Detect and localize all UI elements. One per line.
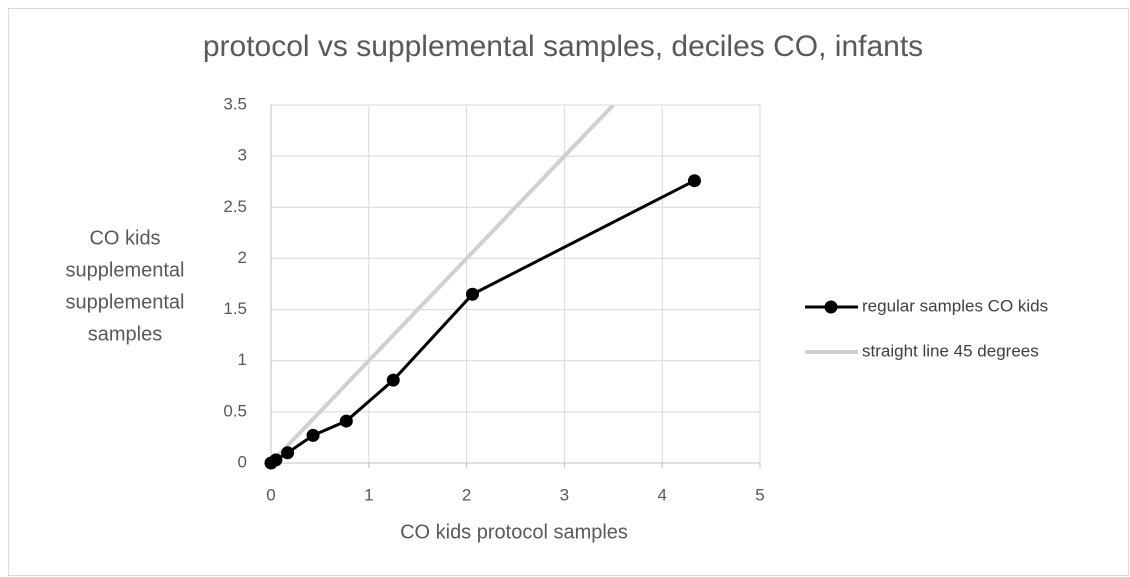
- data-point: [306, 428, 320, 442]
- y-axis-label: CO kids: [89, 227, 160, 249]
- data-point: [687, 174, 701, 188]
- x-tick-label: 5: [755, 485, 764, 504]
- data-point: [339, 414, 353, 428]
- y-tick-label: 1.5: [223, 299, 247, 318]
- x-tick-label: 0: [266, 485, 275, 504]
- series-line: [269, 105, 615, 465]
- x-tick-label: 1: [364, 485, 373, 504]
- data-point: [269, 453, 283, 467]
- y-tick-label: 2: [238, 248, 247, 267]
- data-point: [465, 287, 479, 301]
- y-tick-label: 0.5: [223, 401, 247, 420]
- y-axis-label: samples: [88, 323, 162, 345]
- x-tick-label: 3: [560, 485, 569, 504]
- legend-marker: [824, 300, 838, 314]
- data-point: [386, 373, 400, 387]
- x-tick-label: 4: [657, 485, 666, 504]
- legend-label: straight line 45 degrees: [862, 341, 1039, 360]
- x-axis-label: CO kids protocol samples: [400, 521, 628, 543]
- legend-label: regular samples CO kids: [862, 296, 1048, 315]
- x-tick-label: 2: [462, 485, 471, 504]
- y-tick-label: 1: [238, 350, 247, 369]
- y-tick-label: 3: [238, 146, 247, 165]
- y-axis-label: supplemental: [66, 291, 185, 313]
- y-tick-label: 2.5: [223, 197, 247, 216]
- chart-title: protocol vs supplemental samples, decile…: [203, 30, 923, 63]
- y-tick-label: 0: [238, 452, 247, 471]
- data-point: [281, 446, 295, 460]
- y-tick-label: 3.5: [223, 94, 247, 113]
- chart-frame: [8, 8, 1129, 576]
- y-axis-label: supplemental: [66, 259, 185, 281]
